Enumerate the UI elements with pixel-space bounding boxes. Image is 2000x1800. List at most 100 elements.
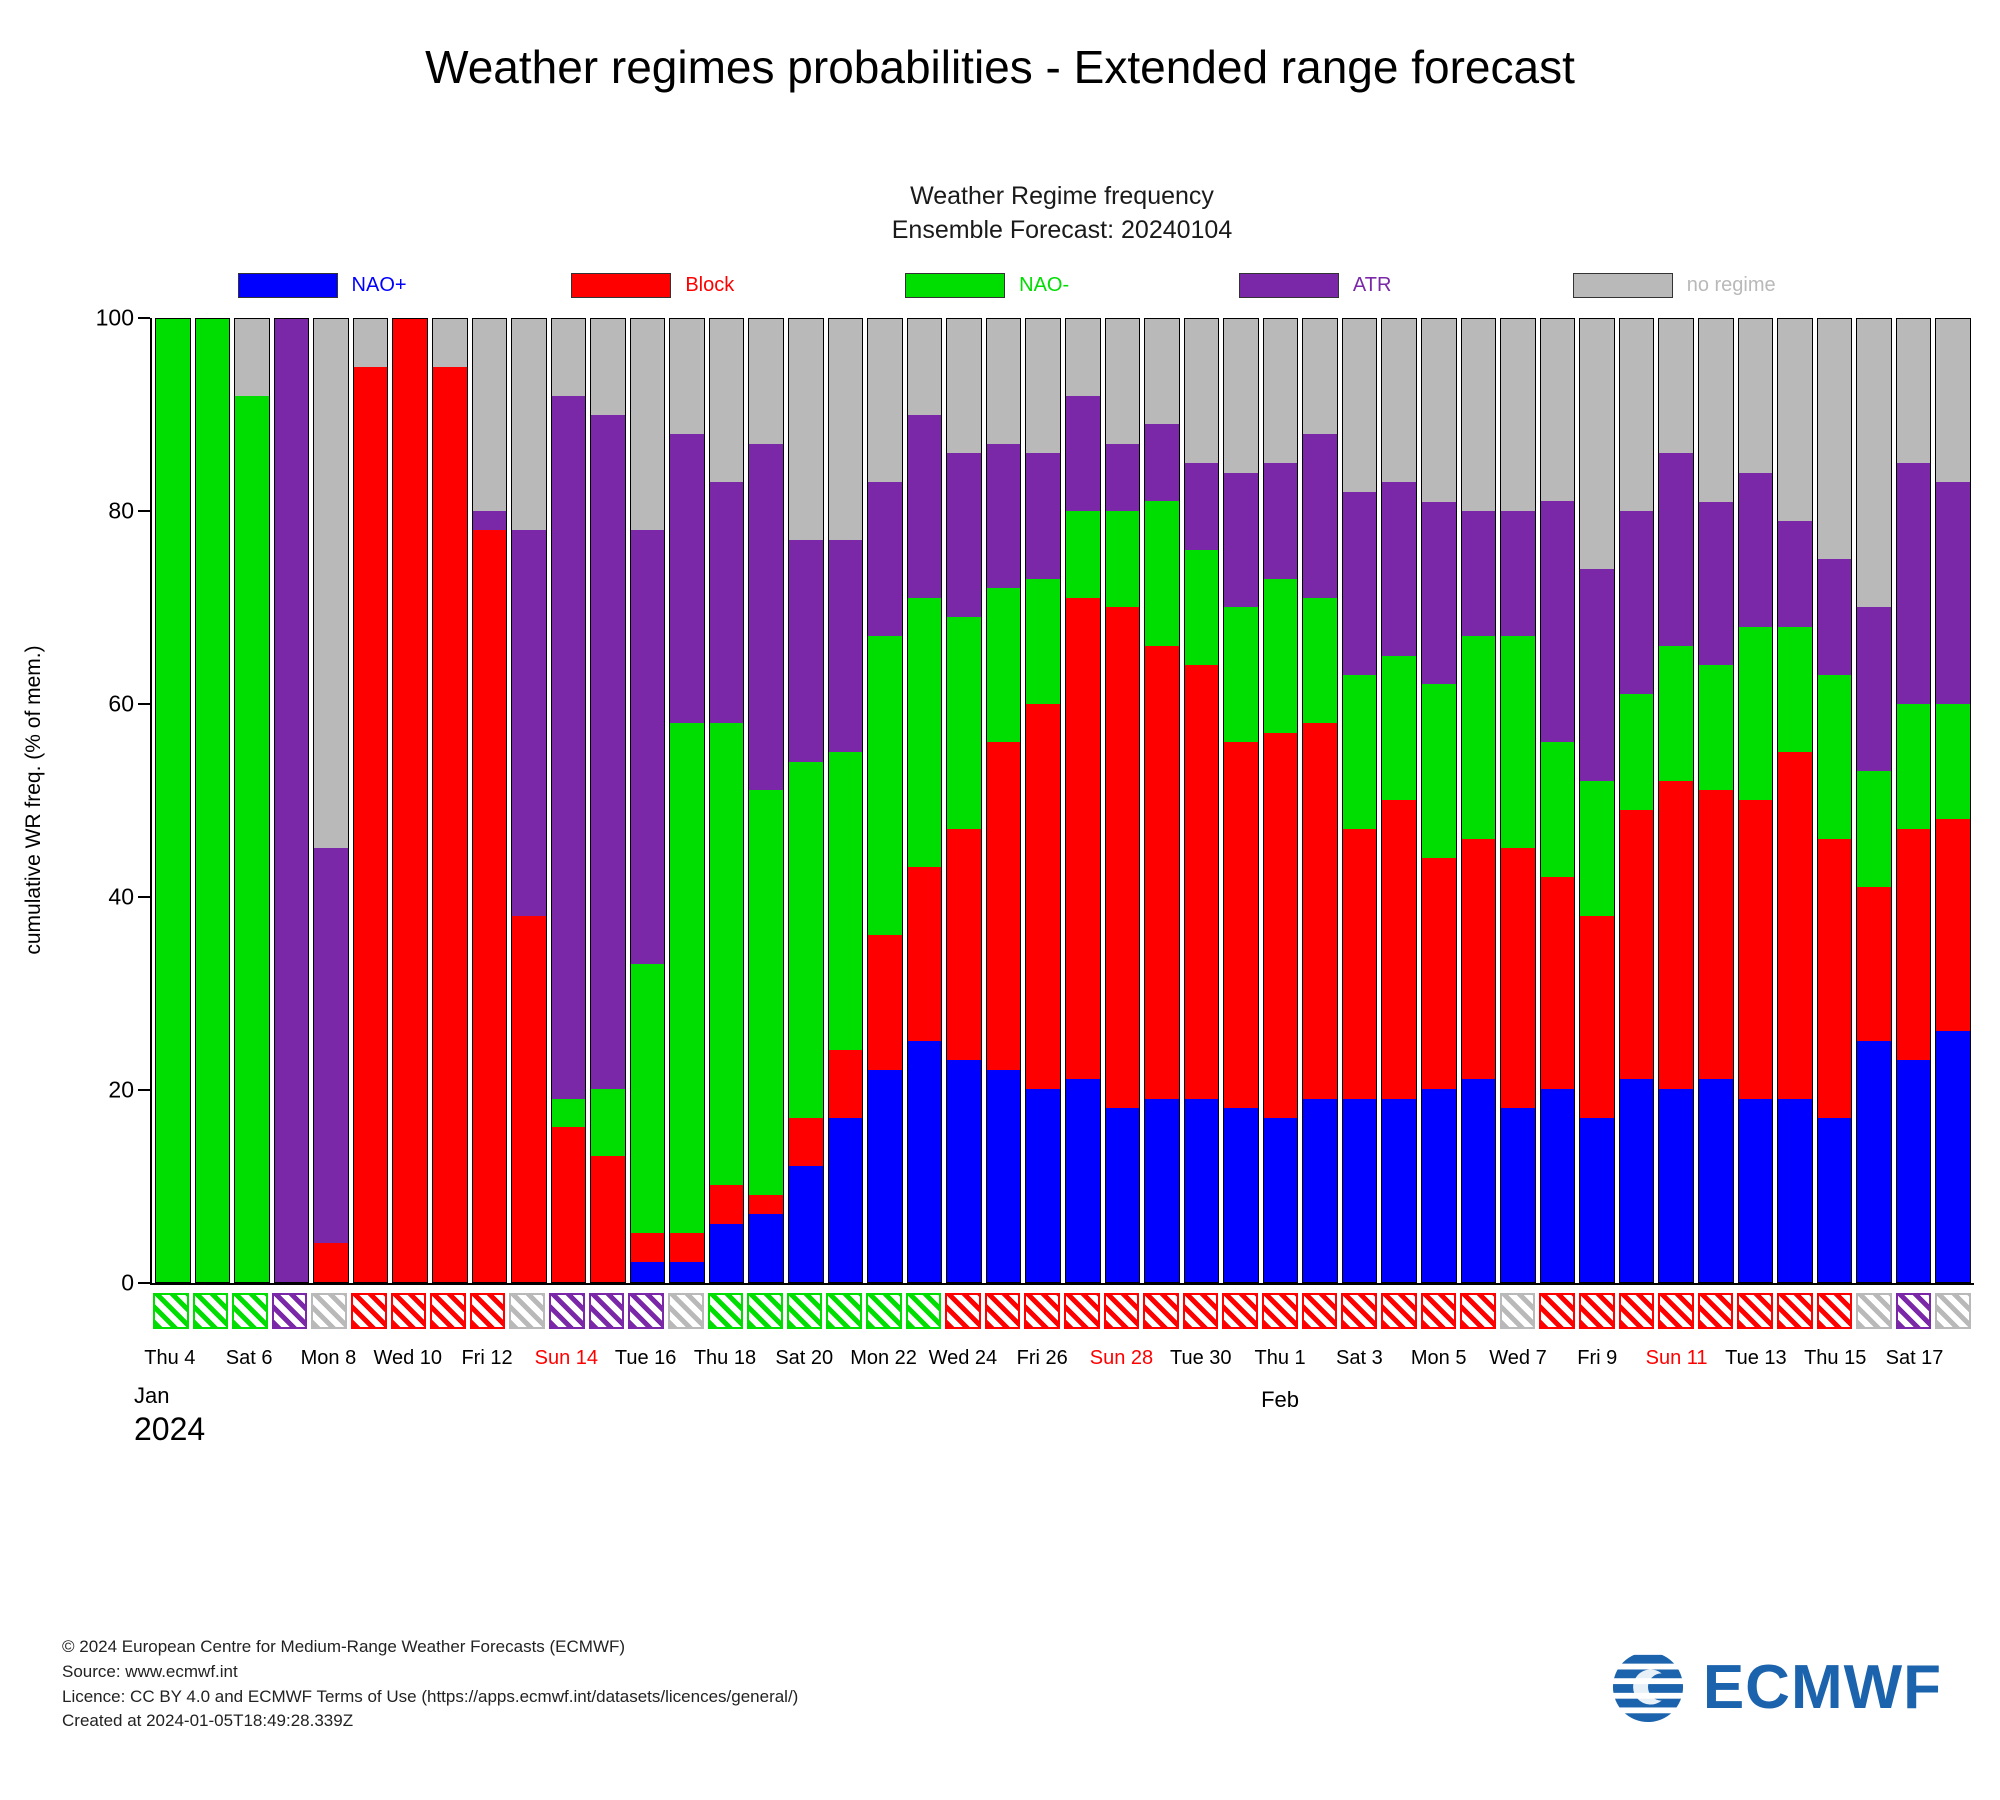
chart-area: Weather Regime frequency Ensemble Foreca… (22, 180, 1974, 1457)
bar-jan-9 (352, 317, 389, 1283)
ecmwf-logo-text: ECMWF (1702, 1652, 1942, 1722)
segment-block (1342, 828, 1377, 1099)
bar-jan-22 (867, 317, 903, 1283)
x-tick-label-sun-11: Sun 11 (1645, 1346, 1708, 1369)
dominant-regime-marker-nao_minus (747, 1292, 783, 1329)
segment-atr (907, 414, 942, 598)
bar-feb-18 (1935, 317, 1971, 1283)
segment-nao_plus (828, 1117, 863, 1282)
dominant-regime-marker-nao_minus (786, 1292, 823, 1329)
segment-atr (1224, 472, 1258, 608)
segment-nao_minus (1065, 511, 1100, 598)
x-tick-label-wed-7: Wed 7 (1489, 1346, 1547, 1369)
segment-none (670, 318, 704, 435)
segment-atr (314, 848, 348, 1243)
segment-atr (1065, 395, 1100, 512)
segment-atr (1857, 607, 1891, 772)
segment-none (1580, 318, 1614, 569)
segment-none (1778, 318, 1812, 521)
segment-nao_plus (947, 1060, 981, 1282)
segment-nao_plus (1224, 1108, 1258, 1282)
segment-nao_plus (1303, 1098, 1337, 1282)
segment-nao_plus (907, 1040, 942, 1282)
marker-slot-jan-29 (1143, 1292, 1179, 1329)
marker-slot-feb-8 (1539, 1292, 1575, 1329)
marker-slot-feb-14 (1776, 1292, 1813, 1329)
segment-nao_minus (1184, 549, 1219, 666)
marker-slot-jan-16 (628, 1292, 664, 1329)
dominant-regime-marker-block (1262, 1292, 1298, 1329)
segment-block (1065, 597, 1100, 1080)
segment-none (1422, 318, 1456, 502)
x-tick-label-fri-9: Fri 9 (1577, 1346, 1618, 1369)
x-tick-label-sat-20: Sat 20 (775, 1346, 834, 1369)
segment-none (235, 318, 269, 396)
segment-atr (630, 530, 665, 964)
legend-item-none: no regime (1572, 270, 1776, 302)
segment-nao_plus (1105, 1108, 1140, 1282)
segment-none (1263, 318, 1298, 463)
segment-none (1145, 318, 1179, 425)
bar-jan-5 (194, 317, 231, 1283)
bar-feb-17 (1895, 317, 1932, 1283)
marker-slot-jan-5 (192, 1292, 229, 1329)
segment-nao_plus (789, 1165, 823, 1282)
segment-atr (1461, 511, 1496, 637)
bar-jan-26 (1025, 317, 1061, 1283)
bar-jan-6 (234, 317, 270, 1283)
segment-nao_minus (1738, 626, 1773, 801)
chart-title-block: Weather Regime frequency Ensemble Foreca… (150, 180, 1974, 248)
y-tick-label-40: 40 (108, 883, 134, 909)
dominant-regime-marker-block (430, 1292, 466, 1329)
legend-label-atr: ATR (1352, 274, 1392, 296)
legend-label-none: no regime (1686, 274, 1776, 296)
marker-slot-jan-14 (549, 1292, 585, 1329)
segment-nao_plus (1065, 1079, 1100, 1282)
segment-nao_plus (1619, 1079, 1654, 1282)
segment-atr (828, 540, 863, 752)
segment-nao_plus (1501, 1108, 1535, 1282)
ecmwf-logo: ECMWF (1611, 1650, 1942, 1724)
bar-feb-5 (1421, 317, 1457, 1283)
legend-label-block: Block (685, 274, 735, 296)
segment-block (749, 1194, 783, 1215)
bar-feb-4 (1381, 317, 1417, 1283)
x-tick-label-thu-18: Thu 18 (693, 1346, 757, 1369)
bar-jan-27 (1064, 317, 1101, 1283)
y-tick-label-20: 20 (108, 1076, 134, 1102)
bar-feb-2 (1302, 317, 1338, 1283)
segment-nao_minus (1817, 674, 1852, 839)
segment-block (868, 934, 902, 1070)
x-tick-label-sun-28: Sun 28 (1089, 1346, 1154, 1369)
bar-jan-20 (788, 317, 824, 1283)
dominant-regime-marker-block (1380, 1292, 1417, 1329)
segment-nao_minus (1540, 742, 1575, 878)
segment-nao_minus (551, 1098, 586, 1128)
bar-jan-29 (1144, 317, 1180, 1283)
bar-feb-12 (1697, 317, 1734, 1283)
segment-block (393, 318, 427, 1282)
bar-jan-8 (313, 317, 349, 1283)
segment-none (1936, 318, 1970, 483)
marker-slot-feb-9 (1578, 1292, 1615, 1329)
segment-block (353, 366, 388, 1282)
bar-jan-10 (392, 317, 428, 1283)
segment-nao_minus (1619, 694, 1654, 810)
dominant-regime-marker-block (390, 1292, 427, 1329)
segment-atr (1184, 462, 1219, 550)
bar-jan-24 (946, 317, 982, 1283)
segment-nao_minus (828, 751, 863, 1051)
segment-nao_plus (1184, 1098, 1219, 1282)
bar-jan-16 (629, 317, 666, 1283)
marker-slot-jan-28 (1103, 1292, 1140, 1329)
legend-swatch-nao_minus (905, 273, 1006, 298)
dominant-regime-marker-block (1697, 1292, 1734, 1329)
y-tick-label-80: 80 (108, 497, 134, 523)
segment-atr (1145, 424, 1179, 502)
year-label: 2024 (134, 1410, 206, 1447)
segment-none (1659, 318, 1693, 454)
dominant-regime-marker-atr (1895, 1292, 1932, 1329)
bar-jan-30 (1183, 317, 1220, 1283)
segment-nao_plus (1422, 1088, 1456, 1282)
dominant-regime-marker-atr (588, 1292, 625, 1329)
